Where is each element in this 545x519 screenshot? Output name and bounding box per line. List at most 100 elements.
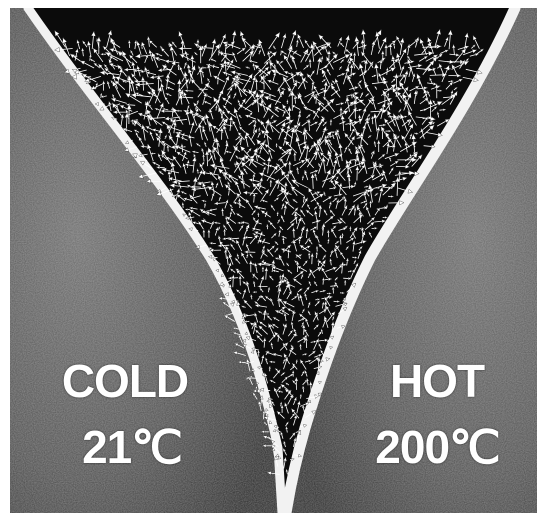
vector-head xyxy=(299,209,304,214)
vector-head xyxy=(316,139,321,145)
vector-head xyxy=(240,155,246,162)
vector-head xyxy=(195,107,199,113)
vector-head xyxy=(280,214,284,219)
vector-head xyxy=(269,50,273,54)
vector-head xyxy=(257,239,263,244)
vector-head xyxy=(293,437,297,442)
vector-head xyxy=(225,139,229,143)
vector-head xyxy=(124,112,130,118)
vector-head xyxy=(396,86,403,92)
vector-head xyxy=(306,245,311,249)
vector-head xyxy=(225,255,230,260)
vector-head xyxy=(436,111,440,115)
vector-head xyxy=(397,170,402,175)
vector-head xyxy=(161,167,167,173)
vector-head xyxy=(371,97,376,102)
vector-head xyxy=(148,49,153,54)
vector-head xyxy=(458,78,463,83)
vector-head xyxy=(284,376,289,381)
vector-head xyxy=(307,301,311,306)
vector-head xyxy=(181,202,185,206)
vector-head xyxy=(262,162,267,166)
vector-head xyxy=(260,120,265,126)
vector-head xyxy=(235,192,241,198)
vector-head xyxy=(427,37,432,43)
vector-head xyxy=(404,86,409,92)
vector-head xyxy=(292,278,298,283)
vector-head xyxy=(126,104,132,110)
vector-head xyxy=(334,130,339,136)
vector-head xyxy=(253,205,259,210)
vector-head xyxy=(275,197,280,201)
vector-head xyxy=(375,192,379,196)
vector-head xyxy=(251,75,257,82)
vector-head xyxy=(340,102,345,106)
vector-head xyxy=(251,119,256,124)
vector-head xyxy=(311,410,317,415)
vector-head xyxy=(282,110,286,114)
vector-head xyxy=(325,357,331,362)
vector-head xyxy=(351,204,356,210)
vector-head xyxy=(386,92,390,96)
vector-head xyxy=(326,294,331,299)
vector-head xyxy=(256,212,260,216)
vector-head xyxy=(229,204,233,208)
vector-head xyxy=(203,43,208,49)
flow-field-image xyxy=(10,8,537,513)
vector-head xyxy=(180,143,184,148)
vector-head xyxy=(266,399,270,403)
vector-head xyxy=(230,70,236,76)
vector-head xyxy=(213,221,218,225)
vector-head xyxy=(144,100,150,107)
vector-head xyxy=(292,198,296,203)
vector-head xyxy=(219,240,224,246)
vector-head xyxy=(183,91,188,97)
vector-head xyxy=(177,181,182,186)
vector-head xyxy=(365,119,370,125)
vector-head xyxy=(338,143,343,149)
vector-head xyxy=(339,42,343,46)
vector-head xyxy=(224,142,229,147)
vector-head xyxy=(76,39,80,44)
vector-head xyxy=(176,188,181,193)
vector-head xyxy=(270,114,274,118)
vector-head xyxy=(380,176,385,181)
vector-head xyxy=(256,139,262,145)
vector-head xyxy=(334,281,338,286)
vector-head xyxy=(379,186,384,192)
vector-head xyxy=(396,135,400,139)
vector-head xyxy=(315,289,319,294)
vector-head xyxy=(307,252,311,256)
vector-head xyxy=(329,346,334,350)
vector-head xyxy=(465,57,469,62)
vector-head xyxy=(162,142,167,147)
vector-head xyxy=(280,87,285,91)
vector-head xyxy=(240,161,247,167)
vector-head xyxy=(295,136,301,143)
vector-head xyxy=(54,30,60,37)
vector-head xyxy=(236,253,240,257)
vector-head xyxy=(183,71,189,77)
vector-head xyxy=(217,141,220,146)
vector-head xyxy=(287,150,292,156)
vector-head xyxy=(285,382,289,386)
vector-head xyxy=(112,110,118,115)
vector-head xyxy=(198,67,203,73)
vector-head xyxy=(258,89,265,95)
vector-head xyxy=(264,66,270,72)
vector-head xyxy=(460,48,467,54)
vector-head xyxy=(392,113,398,120)
vector-head xyxy=(382,123,387,127)
vector-head xyxy=(190,64,196,71)
vector-head xyxy=(314,121,319,125)
vector-head xyxy=(351,72,357,77)
vector-head xyxy=(164,116,170,121)
vector-head xyxy=(398,81,405,88)
vector-head xyxy=(280,169,287,176)
vector-head xyxy=(296,400,301,406)
vector-head xyxy=(279,89,285,96)
vector-head xyxy=(227,236,232,241)
vector-head xyxy=(245,223,250,229)
vector-head xyxy=(183,151,187,156)
vector-head xyxy=(156,74,162,80)
